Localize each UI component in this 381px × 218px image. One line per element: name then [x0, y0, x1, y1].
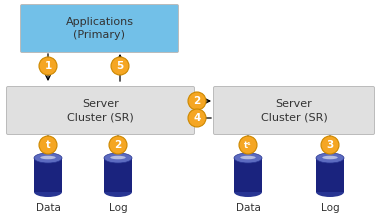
- Circle shape: [111, 57, 129, 75]
- Circle shape: [109, 136, 127, 154]
- Ellipse shape: [104, 187, 132, 197]
- Bar: [104, 158, 132, 192]
- Circle shape: [321, 136, 339, 154]
- Text: 4: 4: [193, 113, 201, 123]
- Bar: [104, 187, 132, 192]
- Bar: [34, 187, 62, 192]
- Text: Log: Log: [321, 203, 339, 213]
- Circle shape: [188, 92, 206, 110]
- Ellipse shape: [34, 187, 62, 197]
- Ellipse shape: [104, 153, 132, 163]
- Text: 5: 5: [116, 61, 123, 71]
- FancyBboxPatch shape: [213, 87, 375, 135]
- Circle shape: [188, 109, 206, 127]
- Text: 1: 1: [44, 61, 51, 71]
- Text: Data: Data: [35, 203, 61, 213]
- Text: t: t: [46, 140, 50, 150]
- Bar: [316, 158, 344, 192]
- Circle shape: [239, 136, 257, 154]
- Ellipse shape: [34, 153, 62, 163]
- Bar: [34, 158, 62, 192]
- Text: Server
Cluster (SR): Server Cluster (SR): [67, 99, 134, 122]
- Ellipse shape: [234, 187, 262, 197]
- Circle shape: [39, 136, 57, 154]
- Text: Server
Cluster (SR): Server Cluster (SR): [261, 99, 327, 122]
- Bar: [234, 187, 262, 192]
- Ellipse shape: [322, 156, 338, 159]
- Text: Log: Log: [109, 203, 127, 213]
- Ellipse shape: [316, 153, 344, 163]
- Ellipse shape: [110, 156, 126, 159]
- Text: 3: 3: [327, 140, 334, 150]
- Ellipse shape: [40, 156, 56, 159]
- Text: t¹: t¹: [244, 140, 252, 150]
- Circle shape: [39, 57, 57, 75]
- Ellipse shape: [240, 156, 256, 159]
- FancyBboxPatch shape: [21, 5, 179, 53]
- Ellipse shape: [316, 187, 344, 197]
- Bar: [234, 158, 262, 192]
- FancyBboxPatch shape: [6, 87, 194, 135]
- Ellipse shape: [234, 153, 262, 163]
- Text: Applications
(Primary): Applications (Primary): [66, 17, 133, 40]
- Text: 2: 2: [114, 140, 122, 150]
- Bar: [316, 187, 344, 192]
- Text: Data: Data: [235, 203, 261, 213]
- Text: 2: 2: [194, 96, 201, 106]
